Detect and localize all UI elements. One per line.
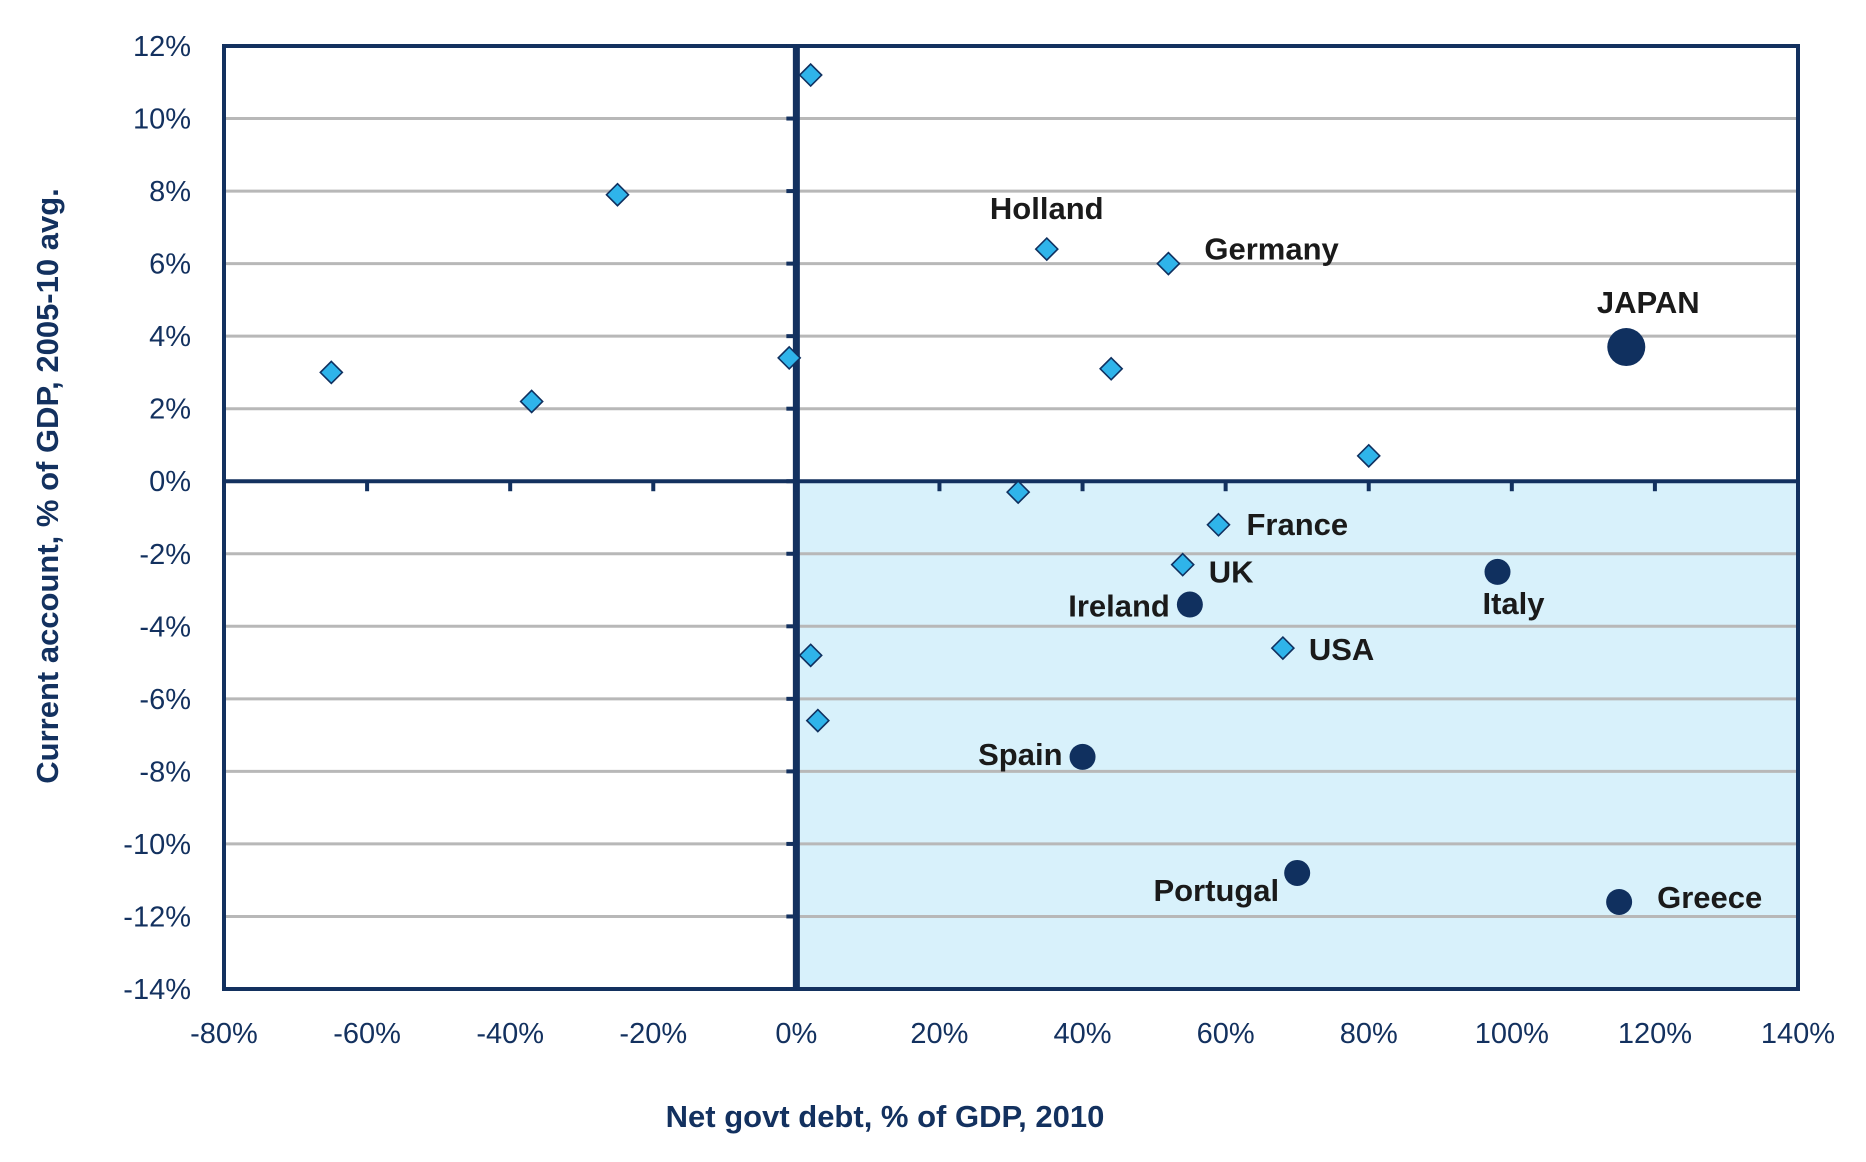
tick-marks: [222, 44, 1800, 991]
diamond-point: [1206, 512, 1231, 537]
y-tick-label: -14%: [123, 974, 191, 1006]
y-tick-label: 12%: [133, 31, 191, 63]
point-label: Holland: [990, 191, 1104, 226]
circle-point: [1284, 859, 1311, 886]
circle-point: [1484, 558, 1511, 585]
y-tick-label: 4%: [149, 321, 191, 353]
circle-point: [1176, 591, 1203, 618]
y-tick-label: 6%: [149, 249, 191, 281]
point-labels: Holland Germany JAPAN France UK Ireland Italy U…: [978, 191, 1762, 915]
x-tick-label: -80%: [190, 1018, 258, 1050]
plot-frame: [222, 44, 1800, 991]
y-tick-label: 10%: [133, 104, 191, 136]
y-tick-label: -6%: [139, 684, 191, 716]
y-tick-label: 0%: [149, 466, 191, 498]
x-tick-label: 140%: [1761, 1018, 1835, 1050]
x-tick-label: 40%: [1054, 1018, 1112, 1050]
diamond-point: [798, 62, 823, 88]
x-tick-label: 120%: [1618, 1018, 1692, 1050]
x-tick-labels: -80% -60% -40% -20% 0% 20% 40% 60% 80% 100% 120% 14…: [190, 1018, 1835, 1050]
point-label: Greece: [1657, 880, 1762, 915]
y-tick-label: -8%: [139, 756, 191, 788]
diamond-point: [1099, 356, 1124, 381]
y-tick-label: -10%: [123, 829, 191, 861]
point-label: UK: [1209, 555, 1254, 590]
y-axis-title: Current account, % of GDP, 2005-10 avg.: [30, 188, 65, 784]
data-points: [319, 62, 1646, 915]
diamond-point: [1034, 236, 1059, 262]
x-tick-label: -60%: [333, 1018, 401, 1050]
point-label: Spain: [978, 737, 1062, 772]
y-tick-label: 2%: [149, 394, 191, 426]
diamond-point: [798, 643, 823, 668]
circle-point: [1607, 328, 1646, 367]
point-label: Ireland: [1068, 589, 1170, 624]
diamond-point: [1356, 443, 1381, 468]
point-label: USA: [1309, 632, 1374, 667]
diamond-point: [1170, 552, 1195, 577]
circle-point: [1069, 743, 1096, 770]
diamond-point: [1156, 251, 1181, 276]
shaded-quadrant: [796, 481, 1798, 989]
x-tick-label: 100%: [1475, 1018, 1549, 1050]
diamond-point: [1270, 635, 1296, 661]
point-label: Germany: [1204, 232, 1339, 267]
point-label: France: [1246, 507, 1348, 542]
x-tick-label: 80%: [1340, 1018, 1398, 1050]
x-tick-label: 60%: [1197, 1018, 1255, 1050]
diamond-point: [605, 182, 630, 207]
diamond-point: [1006, 479, 1031, 505]
x-axis-title: Net govt debt, % of GDP, 2010: [666, 1099, 1105, 1134]
point-label: Portugal: [1153, 873, 1279, 908]
x-tick-label: 20%: [910, 1018, 968, 1050]
x-tick-label: -40%: [476, 1018, 544, 1050]
x-tick-label: 0%: [775, 1018, 817, 1050]
diamond-point: [805, 708, 830, 733]
point-label: JAPAN: [1597, 285, 1700, 320]
y-tick-label: -4%: [139, 611, 191, 643]
point-label: Italy: [1482, 586, 1545, 621]
y-tick-label: 8%: [149, 176, 191, 208]
gridlines: [224, 117, 1798, 918]
diamond-point: [519, 389, 544, 414]
x-tick-label: -20%: [619, 1018, 687, 1050]
y-tick-label: -2%: [139, 539, 191, 571]
y-tick-labels: -14% -12% -10% -8% -6% -4% -2% 0% 2% 4% 6% 8% 10% 12%: [123, 31, 191, 1006]
y-tick-label: -12%: [123, 901, 191, 933]
circle-point: [1606, 888, 1633, 915]
diamond-point: [777, 345, 802, 371]
diamond-point: [319, 360, 344, 385]
